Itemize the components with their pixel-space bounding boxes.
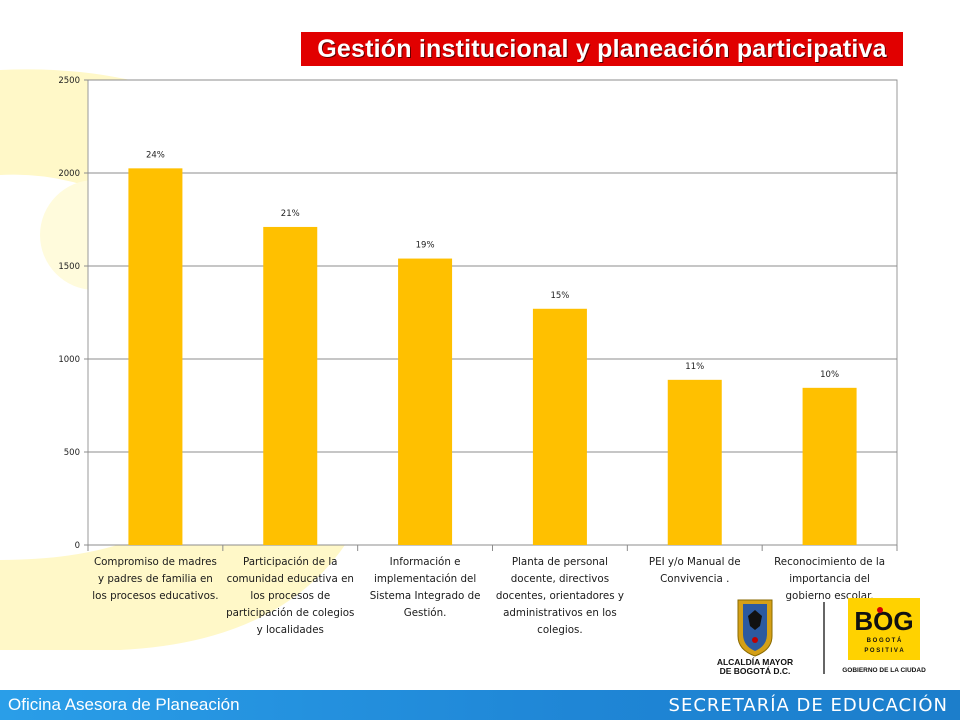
x-category-label-line: implementación del	[373, 573, 477, 585]
x-category-label-line: Gestión.	[403, 607, 447, 619]
x-category-label: Planta de personal docente, directivos doc…	[493, 554, 627, 639]
y-tick-label: 0	[75, 541, 80, 551]
chart-title: Gestión institucional y planeación parti…	[317, 34, 887, 63]
plot-area	[87, 79, 898, 546]
alcaldia-text-line1: ALCALDÍA MAYOR	[717, 657, 793, 667]
x-category-label-line: docente, directivos	[510, 573, 610, 585]
data-label: 21%	[281, 209, 300, 219]
bog-logo-bogota: B O G O T Á	[867, 637, 902, 644]
x-category-label-line: Convivencia .	[660, 573, 730, 585]
data-label: 19%	[416, 241, 435, 251]
x-category-label-line: Sistema Integrado de	[369, 590, 481, 602]
bog-logo: BOG B O G O T Á P O S I T I V A	[848, 598, 920, 660]
x-category-label: Participación de la comunidad educativa e…	[223, 554, 357, 639]
footer-office-name: Oficina Asesora de Planeación	[8, 695, 240, 714]
chart-title-banner: Gestión institucional y planeación parti…	[300, 31, 904, 67]
x-category-label: Información e implementación del Sistema I…	[358, 554, 492, 622]
x-category-label-line: Planta de personal	[511, 556, 608, 568]
data-label: 11%	[685, 362, 704, 372]
x-category-label-line: y padres de familia en	[97, 573, 213, 585]
y-tick-label: 1000	[58, 355, 80, 365]
y-tick-label: 2000	[58, 169, 80, 179]
bar	[667, 379, 722, 545]
x-category-label-line: Información e	[389, 556, 461, 568]
x-category-label-line: los procesos de	[250, 590, 331, 602]
x-category-label: Compromiso de madres y padres de familia …	[88, 554, 222, 605]
footer-secretaria: SECRETARÍA DE EDUCACIÓN	[668, 694, 948, 716]
x-category-label-line: y localidades	[256, 624, 324, 636]
x-category-label-line: Compromiso de madres	[93, 556, 217, 568]
footer-bar: Oficina Asesora de Planeación SECRETARÍA…	[0, 690, 960, 720]
bar	[128, 168, 183, 545]
y-tick-label: 2500	[58, 76, 80, 86]
data-label: 24%	[146, 150, 165, 160]
data-label: 15%	[550, 291, 569, 301]
x-category-label-line: PEI y/o Manual de	[648, 556, 741, 568]
x-category-label: PEI y/o Manual de Convivencia .	[628, 554, 762, 588]
x-category-label-line: participación de colegios	[226, 607, 355, 619]
x-category-label-line: importancia del	[789, 573, 870, 585]
alcaldia-shield-logo	[737, 599, 773, 657]
bar	[802, 387, 857, 545]
gobierno-text: GOBIERNO DE LA CIUDAD	[842, 667, 926, 674]
alcaldia-text-line2: DE BOGOTÁ D.C.	[720, 666, 791, 676]
logos-area: ALCALDÍA MAYOR DE BOGOTÁ D.C. BOG B O G …	[708, 596, 938, 678]
x-category-label-line: comunidad educativa en	[226, 573, 354, 585]
x-category-label-line: administrativos en los	[503, 607, 617, 619]
x-category-label-line: colegios.	[537, 624, 583, 636]
y-tick-label: 1500	[58, 262, 80, 272]
bog-logo-text: BOG	[854, 606, 913, 636]
x-category-label-line: docentes, orientadores y	[495, 590, 624, 602]
data-label: 10%	[820, 370, 839, 380]
y-tick-label: 500	[64, 448, 80, 458]
bar	[532, 308, 587, 545]
x-category-label-line: los procesos educativos.	[92, 590, 219, 602]
x-category-label-line: Reconocimiento de la	[774, 556, 886, 568]
x-category-label-line: Participación de la	[243, 556, 338, 568]
bog-logo-positiva: P O S I T I V A	[864, 648, 904, 654]
bar	[263, 226, 318, 545]
bar	[398, 258, 453, 545]
